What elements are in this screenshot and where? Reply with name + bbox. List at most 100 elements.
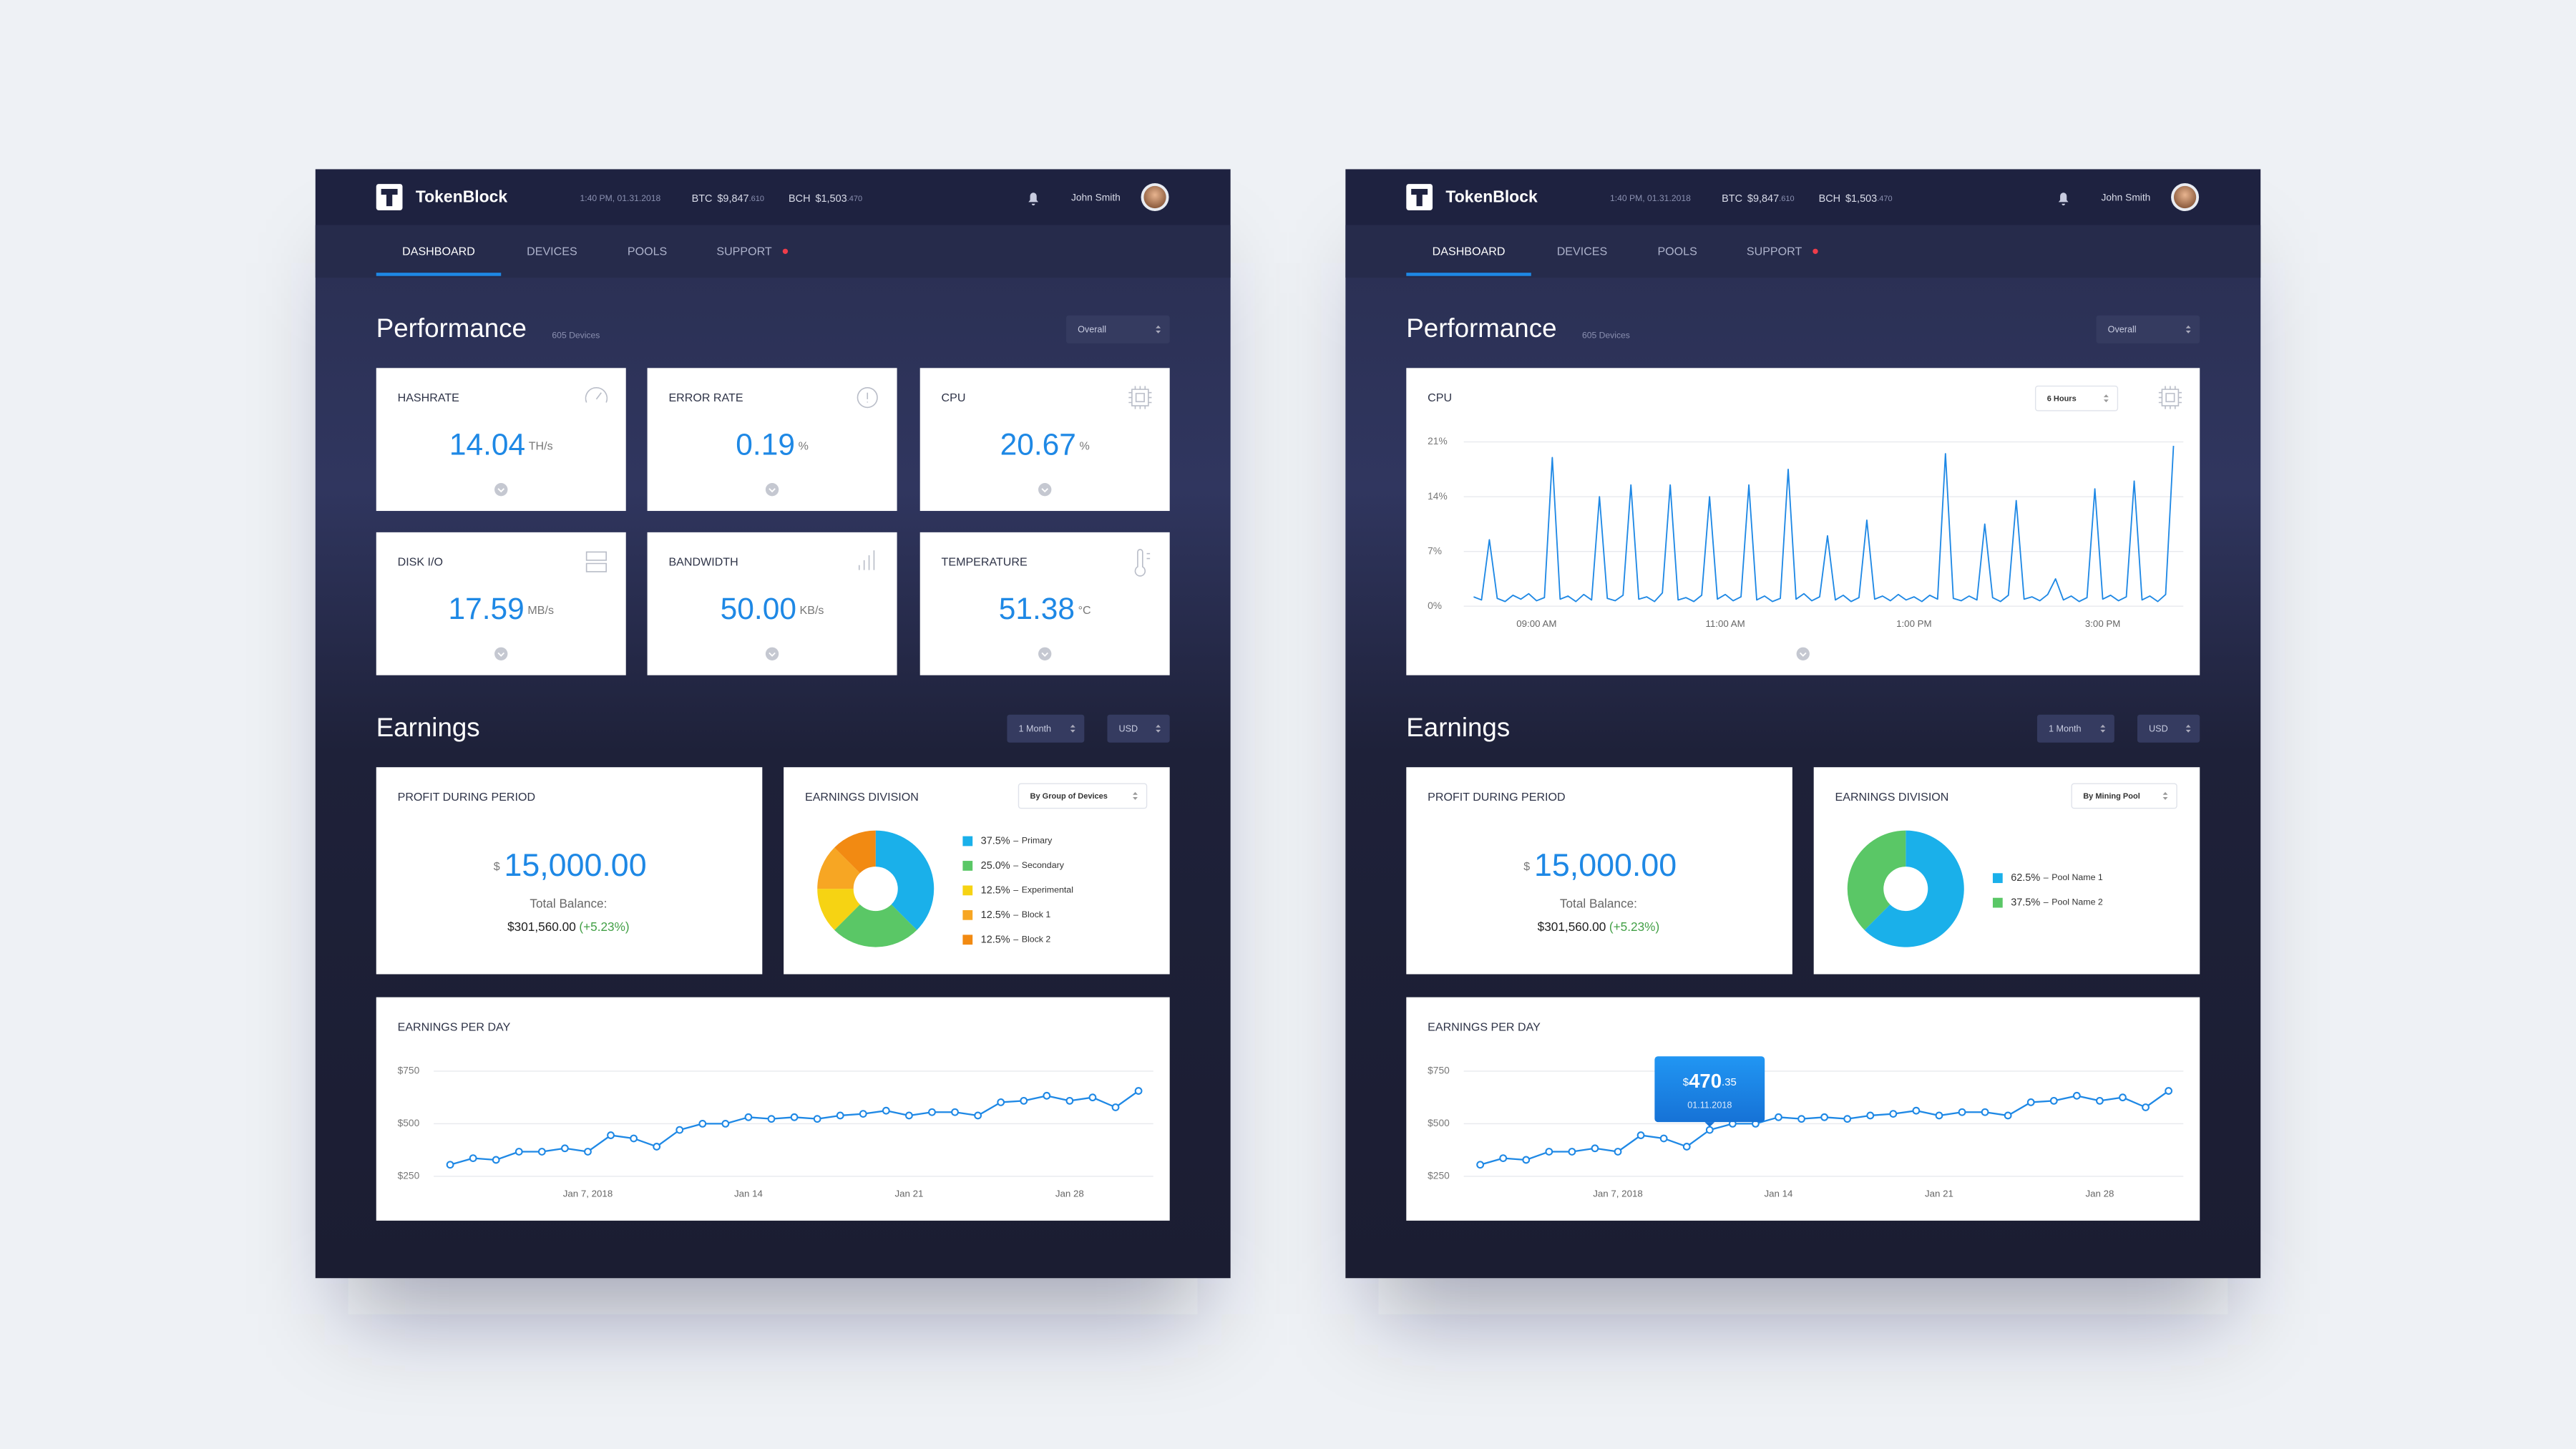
data-point[interactable] [813,1115,821,1123]
pie-slice[interactable] [1864,830,1964,947]
data-point[interactable] [1134,1087,1143,1095]
dropdown-label[interactable]: 1 Month [1018,723,1051,733]
expand-button[interactable] [494,647,508,660]
dropdown[interactable] [1018,783,1148,809]
expand-button[interactable] [494,483,508,497]
dropdown-label[interactable]: By Mining Pool [2083,792,2140,801]
data-point[interactable] [928,1108,936,1116]
pie-slice[interactable] [834,904,917,947]
data-point[interactable] [1568,1148,1576,1156]
data-point[interactable] [744,1113,753,1121]
data-point[interactable] [1043,1091,1051,1100]
pie-slice[interactable] [1847,830,1906,930]
expand-button[interactable] [1796,647,1810,660]
data-point[interactable] [790,1113,799,1121]
data-point[interactable] [2119,1093,2127,1102]
nav-item[interactable]: DEVICES [527,245,577,258]
expand-button[interactable] [1038,483,1052,497]
data-point[interactable] [1775,1113,1782,1121]
dropdown[interactable] [1066,315,1170,343]
data-point[interactable] [1682,1143,1691,1151]
data-point[interactable] [836,1111,844,1120]
dropdown-label[interactable]: 6 Hours [2047,394,2077,403]
data-point[interactable] [1111,1103,1120,1111]
dropdown-label[interactable]: USD [1119,723,1138,733]
data-point[interactable] [2004,1111,2012,1120]
data-point[interactable] [698,1120,707,1128]
dropdown-label[interactable]: Overall [2108,324,2137,334]
data-point[interactable] [630,1134,638,1143]
dropdown[interactable] [2034,385,2119,411]
dropdown[interactable] [2036,714,2114,743]
nav-item[interactable]: POOLS [1657,245,1697,258]
data-point[interactable] [1705,1126,1714,1134]
nav-item[interactable]: POOLS [628,245,667,258]
data-point[interactable] [951,1108,959,1116]
bell-icon[interactable] [1028,192,1039,205]
data-point[interactable] [1797,1115,1805,1123]
expand-button[interactable] [1038,647,1052,660]
expand-button[interactable] [765,483,779,497]
data-point[interactable] [721,1120,730,1128]
data-point[interactable] [767,1115,776,1123]
data-point[interactable] [974,1111,982,1120]
data-point[interactable] [2142,1103,2150,1111]
pie-slice[interactable] [817,889,860,930]
data-point[interactable] [997,1098,1005,1106]
dropdown-label[interactable]: USD [2149,723,2168,733]
data-point[interactable] [1889,1110,1898,1118]
data-point[interactable] [1866,1111,1875,1120]
dropdown-label[interactable]: Overall [1078,324,1106,334]
nav-item[interactable]: DEVICES [1557,245,1608,258]
data-point[interactable] [1820,1113,1829,1121]
data-point[interactable] [1843,1115,1852,1123]
data-point[interactable] [561,1144,569,1153]
nav-item[interactable]: DASHBOARD [1433,245,1506,258]
data-point[interactable] [1981,1108,1989,1116]
data-point[interactable] [1499,1154,1508,1162]
data-point[interactable] [2165,1087,2173,1095]
data-point[interactable] [469,1154,477,1162]
data-point[interactable] [492,1156,500,1164]
pie-slice[interactable] [817,847,860,889]
data-point[interactable] [1958,1108,1966,1116]
data-point[interactable] [584,1148,592,1156]
dropdown-label[interactable]: 1 Month [2049,723,2082,733]
data-point[interactable] [905,1111,913,1120]
data-point[interactable] [1545,1148,1553,1156]
data-point[interactable] [607,1131,615,1139]
pie-slice[interactable] [834,830,876,874]
nav-item[interactable]: SUPPORT [716,245,772,258]
data-point[interactable] [1522,1156,1531,1164]
data-point[interactable] [882,1106,890,1115]
dropdown[interactable] [1007,714,1085,743]
data-point[interactable] [1659,1134,1668,1143]
bell-icon[interactable] [2058,192,2069,205]
pie-slice[interactable] [875,830,935,930]
dropdown[interactable] [2096,315,2200,343]
user-name[interactable]: John Smith [2101,192,2150,203]
data-point[interactable] [653,1143,661,1151]
data-point[interactable] [675,1126,684,1134]
user-name[interactable]: John Smith [1071,192,1121,203]
dropdown-label[interactable]: By Group of Devices [1030,792,1108,801]
data-point[interactable] [2049,1096,2058,1105]
data-point[interactable] [2096,1096,2104,1105]
data-point[interactable] [1065,1096,1074,1105]
data-point[interactable] [1020,1096,1028,1105]
data-point[interactable] [1088,1093,1097,1102]
dropdown[interactable] [2071,783,2177,809]
expand-button[interactable] [765,647,779,660]
data-point[interactable] [537,1148,546,1156]
dropdown[interactable] [1107,714,1170,743]
data-point[interactable] [1591,1144,1599,1153]
data-point[interactable] [2026,1098,2035,1106]
data-point[interactable] [1935,1111,1943,1120]
data-point[interactable] [1614,1148,1622,1156]
dropdown[interactable] [2137,714,2200,743]
data-point[interactable] [514,1148,523,1156]
data-point[interactable] [446,1161,454,1169]
data-point[interactable] [2072,1091,2081,1100]
data-point[interactable] [859,1110,867,1118]
data-point[interactable] [1636,1131,1645,1139]
